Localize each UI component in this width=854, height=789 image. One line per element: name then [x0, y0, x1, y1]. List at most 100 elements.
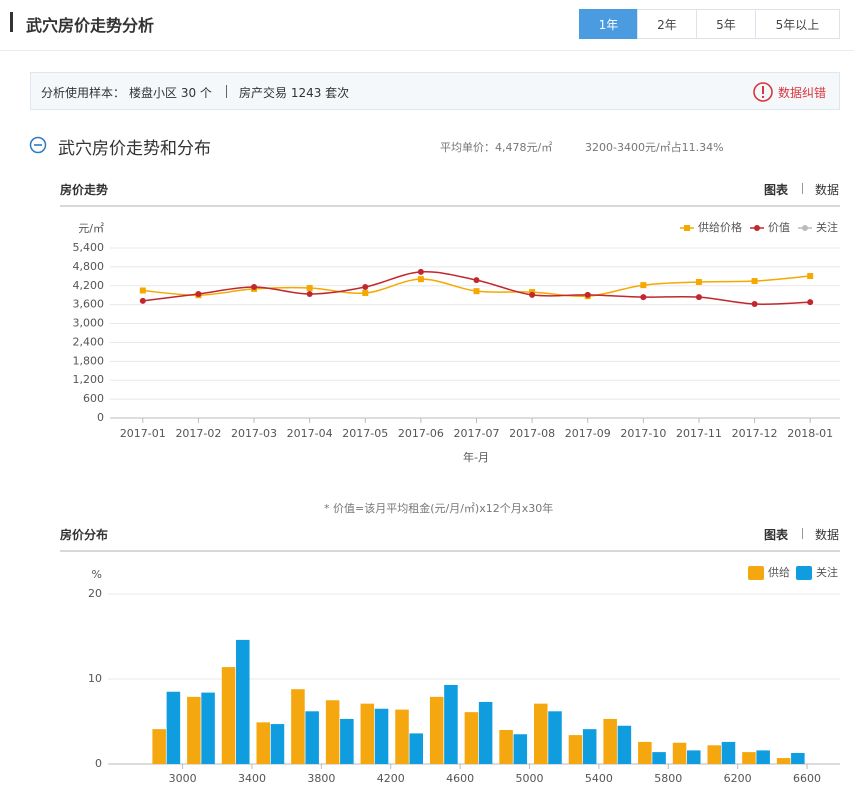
marker	[417, 276, 424, 283]
bar	[638, 741, 652, 764]
y-tick-label: 0	[95, 757, 102, 770]
legend-swatch	[748, 566, 764, 580]
collapse-icon[interactable]	[29, 136, 47, 154]
marker	[362, 290, 369, 297]
info-bar	[30, 72, 840, 110]
price-share: 3200-3400元/㎡占11.34%	[585, 141, 724, 154]
bar	[291, 689, 305, 764]
bar	[582, 729, 597, 764]
legend-label: 供给	[768, 565, 790, 579]
bar	[187, 696, 201, 764]
marker	[473, 288, 480, 295]
marker	[584, 291, 591, 298]
y-tick-label: 3,600	[73, 298, 105, 311]
separator	[226, 85, 227, 98]
y-tick-label: 4,800	[73, 260, 105, 273]
line	[142, 271, 811, 305]
y-tick-label: 1,800	[73, 354, 105, 367]
bar	[221, 667, 236, 764]
y-tick-label: 10	[88, 672, 102, 685]
x-axis-label: 年-月	[463, 450, 489, 464]
legend-marker	[684, 225, 690, 231]
x-tick-label: 2017-07	[454, 427, 500, 440]
bar	[325, 700, 340, 764]
bar	[791, 752, 805, 764]
bar	[270, 724, 285, 764]
bar	[429, 696, 444, 764]
marker	[640, 294, 647, 301]
x-tick-label: 2017-08	[509, 427, 555, 440]
page-title: 武穴房价走势分析	[26, 16, 155, 35]
bar	[721, 741, 736, 764]
correction-link[interactable]: 数据纠错	[778, 86, 827, 100]
chart-title: 房价分布	[60, 528, 109, 542]
marker	[695, 279, 702, 285]
x-tick-label: 2017-09	[565, 427, 611, 440]
view-chart[interactable]: 图表	[764, 183, 789, 197]
bar	[568, 735, 583, 764]
y-tick-label: 600	[83, 392, 104, 405]
separator	[802, 183, 803, 194]
x-tick-label: 3400	[238, 772, 266, 785]
x-tick-label: 2017-03	[231, 427, 277, 440]
bar	[742, 752, 756, 764]
x-tick-label: 2017-10	[620, 427, 666, 440]
marker	[195, 290, 202, 297]
marker	[640, 282, 647, 289]
x-tick-label: 2017-02	[175, 427, 221, 440]
marker	[139, 287, 146, 294]
bar	[776, 758, 791, 764]
view-chart[interactable]: 图表	[764, 528, 789, 542]
footnote: * 价值=该月平均租金(元/月/㎡)x12个月x30年	[324, 502, 554, 515]
section-title: 武穴房价走势和分布	[58, 139, 211, 159]
x-tick-label: 2017-12	[732, 427, 778, 440]
info-label: 分析使用样本：	[41, 86, 126, 100]
view-data[interactable]: 数据	[815, 528, 840, 542]
bar	[340, 718, 354, 764]
bar	[360, 703, 375, 764]
marker	[417, 268, 424, 275]
marker	[362, 284, 369, 291]
tab[interactable]: 5年以上	[755, 9, 840, 39]
x-tick-label: 2017-05	[342, 427, 388, 440]
x-tick-label: 5800	[654, 772, 682, 785]
y-tick-label: 20	[88, 587, 102, 600]
marker	[306, 284, 313, 291]
bar	[236, 639, 250, 764]
legend-marker	[802, 225, 808, 231]
y-tick-label: 0	[97, 411, 104, 424]
bar	[374, 708, 389, 764]
marker	[751, 301, 758, 308]
average-price: 平均单价：4,478元/㎡	[440, 141, 553, 154]
marker	[695, 294, 702, 301]
legend-swatch	[796, 566, 812, 580]
legend-label: 供给价格	[698, 220, 742, 234]
marker	[251, 284, 258, 291]
legend-marker	[754, 225, 760, 231]
divider	[0, 50, 854, 51]
marker	[807, 299, 814, 306]
marker	[473, 277, 480, 284]
chart-title: 房价走势	[60, 183, 109, 197]
bar	[672, 742, 687, 764]
bar	[756, 750, 770, 764]
bar	[166, 691, 181, 764]
x-tick-label: 2017-06	[398, 427, 444, 440]
x-tick-label: 2017-11	[676, 427, 722, 440]
x-tick-label: 4200	[377, 772, 405, 785]
x-tick-label: 2017-01	[120, 427, 166, 440]
x-tick-label: 2018-01	[787, 427, 833, 440]
divider	[60, 550, 840, 552]
bar	[256, 722, 271, 764]
y-tick-label: 5,400	[73, 241, 105, 254]
bar	[305, 711, 319, 764]
bar	[152, 729, 166, 764]
info-item: 房产交易 1243 套次	[239, 86, 350, 100]
legend-label: 关注	[816, 565, 838, 579]
bar	[464, 712, 479, 764]
view-data[interactable]: 数据	[815, 183, 840, 197]
title-bar	[10, 12, 13, 32]
bar	[548, 711, 562, 764]
y-tick-label: 2,400	[73, 335, 105, 348]
legend-label: 关注	[816, 220, 838, 234]
